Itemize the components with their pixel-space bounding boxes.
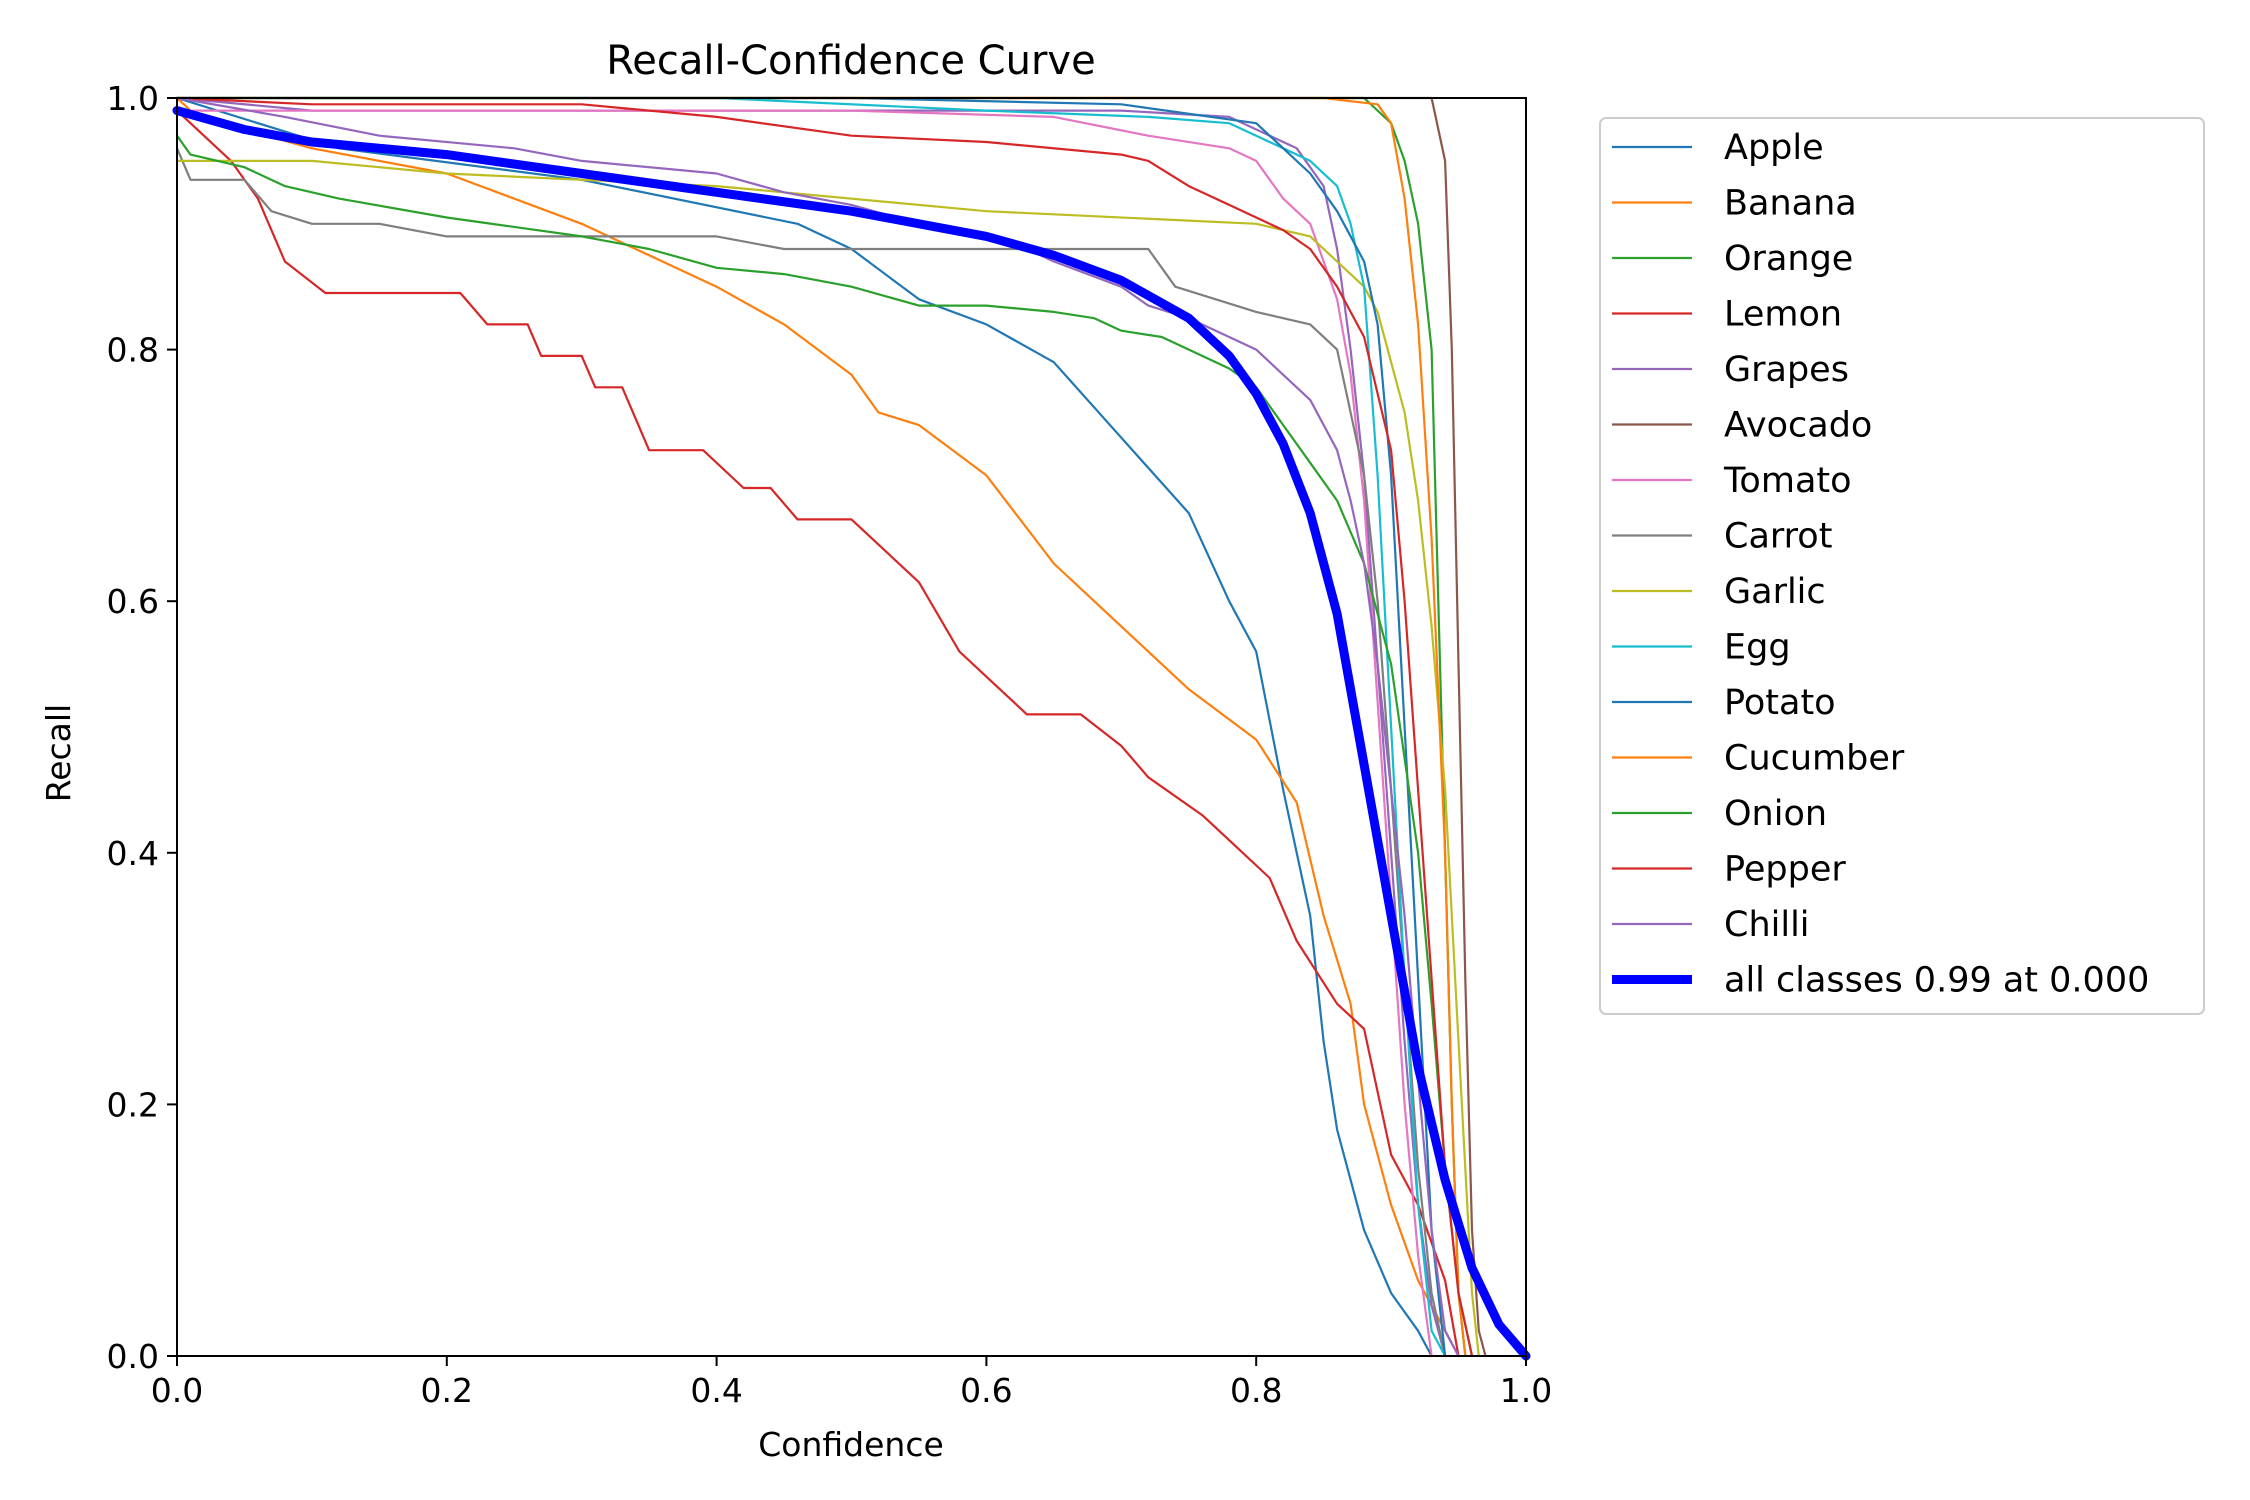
chart-title: Recall-Confidence Curve [606,38,1095,84]
plot-frame [176,97,1527,1357]
y-tick-label: 0.8 [107,331,159,370]
series-line-7 [175,147,1447,1358]
legend-label: Onion [1724,794,1827,834]
series-line-9 [175,96,1447,1358]
series-line-10 [175,96,1447,1358]
y-tick-label: 0.0 [107,1337,159,1376]
x-tick-label: 0.0 [151,1371,203,1410]
x-tick-label: 0.4 [690,1371,742,1410]
legend-label: Pepper [1724,850,1846,890]
series-lines-group [172,96,1531,1361]
legend-label: Lemon [1724,295,1842,335]
legend-label: Avocado [1724,406,1872,446]
y-tick-label: 0.6 [107,582,159,621]
x-tick-label: 0.2 [421,1371,473,1410]
series-line-15 [172,106,1531,1361]
series-line-13 [175,96,1474,1358]
legend-label: Apple [1724,128,1824,168]
x-tick-label: 0.8 [1230,1371,1282,1410]
series-line-5 [175,96,1487,1358]
series-line-6 [175,109,1433,1358]
legend-label: Cucumber [1724,739,1905,779]
legend-label: Orange [1724,239,1853,279]
y-axis-ticks: 0.0 0.2 0.4 0.6 0.8 1.0 [107,79,177,1376]
x-tick-label: 1.0 [1500,1371,1552,1410]
series-line-0 [175,96,1433,1358]
legend-label: Grapes [1724,350,1849,390]
series-line-3 [175,109,1460,1358]
legend-label: Chilli [1724,905,1810,945]
x-axis-label: Confidence [758,1425,944,1464]
series-line-12 [175,134,1474,1358]
y-axis-label: Recall [39,704,78,802]
legend-box [1599,117,2205,1015]
y-tick-label: 0.2 [107,1085,159,1124]
series-line-11 [175,96,1467,1358]
legend-label: all classes 0.99 at 0.000 [1724,961,2149,1001]
legend-label: Garlic [1724,572,1826,612]
legend-label: Carrot [1724,517,1832,557]
x-tick-label: 0.6 [960,1371,1012,1410]
y-tick-label: 0.4 [107,834,159,873]
legend-label: Banana [1724,184,1857,224]
y-tick-label: 1.0 [107,79,159,118]
x-axis-ticks: 0.0 0.2 0.4 0.6 0.8 1.0 [151,1356,1552,1410]
legend-label: Egg [1724,628,1791,668]
legend-label: Tomato [1723,461,1852,501]
legend: Apple Banana Orange Lemon Grapes Avocado Tomat… [1599,117,2205,1015]
legend-label: Potato [1724,683,1836,723]
